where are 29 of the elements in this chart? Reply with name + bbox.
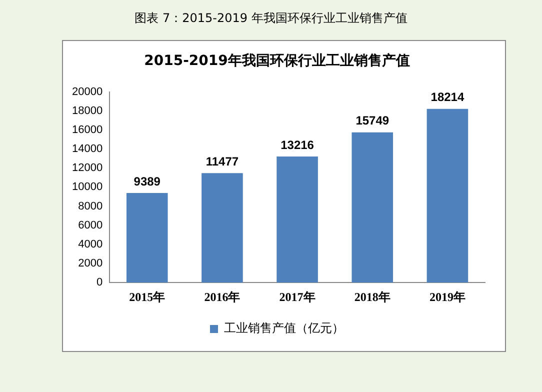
x-tick-label: 2018年 [354,290,390,304]
y-tick-label: 6000 [78,219,103,232]
y-tick-label: 0 [96,276,103,289]
legend-label: 工业销售产值（亿元） [224,321,344,336]
y-tick-label: 4000 [78,238,103,250]
data-label: 18214 [430,90,464,104]
bar [276,156,318,283]
data-label: 9389 [134,174,161,188]
bar [202,173,243,283]
bar [426,108,468,283]
data-label: 11477 [206,154,239,168]
data-label: 13216 [280,138,314,152]
y-tick-label: 12000 [72,162,103,174]
y-tick-label: 2000 [78,258,103,270]
text: 图表 7：2015-2019 年我国环保行业工业销售产值 [134,10,408,27]
x-tick-label: 2017年 [279,290,316,304]
x-tick-label: 2019年 [429,290,466,304]
data-label: 15749 [356,114,390,128]
x-tick-label: 2016年 [204,290,240,304]
chart-title: 2015-2019年我国环保行业工业销售产值 [144,52,410,70]
y-tick-label: 14000 [72,143,103,156]
bar [352,132,394,283]
y-tick-label: 18000 [72,104,103,117]
y-tick-label: 20000 [72,86,103,98]
x-tick-label: 2015年 [129,290,166,304]
bar [126,193,168,283]
y-tick-label: 16000 [72,124,103,136]
y-tick-label: 10000 [72,181,103,194]
y-tick-label: 8000 [78,200,103,212]
